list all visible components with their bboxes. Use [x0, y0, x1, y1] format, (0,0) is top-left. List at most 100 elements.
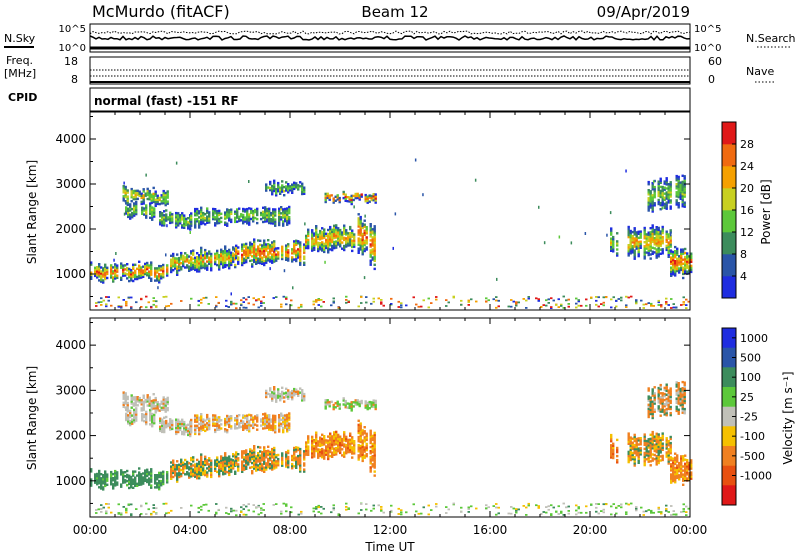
- power-cell: [645, 235, 648, 238]
- power-cell: [158, 281, 161, 284]
- power-cell: [98, 267, 101, 270]
- velocity-cell: [253, 467, 256, 470]
- velocity-cell: [271, 454, 274, 457]
- velocity-cell: [639, 451, 642, 454]
- velocity-cell: [657, 409, 660, 412]
- velocity-cell: [351, 442, 354, 445]
- velocity-cell: [686, 471, 689, 474]
- power-cell: [206, 268, 209, 271]
- power-cell: [240, 304, 243, 307]
- power-cell: [339, 230, 342, 234]
- power-cell: [235, 250, 238, 254]
- power-cell: [348, 198, 351, 201]
- power-cell: [248, 207, 251, 210]
- power-cell: [98, 273, 101, 276]
- power-cell: [331, 240, 334, 244]
- power-cell: [676, 269, 679, 273]
- beam-title: Beam 12: [361, 3, 428, 21]
- power-cell: [633, 243, 636, 246]
- power-cell: [190, 297, 193, 300]
- velocity-cell: [361, 441, 364, 444]
- power-cell: [683, 193, 686, 196]
- power-cell: [683, 177, 686, 180]
- velocity-cell: [683, 393, 686, 397]
- power-cell: [106, 268, 109, 272]
- velocity-cell: [180, 472, 183, 476]
- power-cell: [265, 183, 268, 186]
- power-cell: [394, 212, 397, 216]
- power-cell: [655, 226, 658, 229]
- velocity-cell: [361, 447, 364, 450]
- colorbar-swatch: [722, 254, 736, 277]
- velocity-cell: [158, 473, 161, 477]
- power-cell: [373, 231, 376, 234]
- velocity-cell: [281, 390, 284, 394]
- power-cell: [669, 205, 672, 208]
- velocity-cell: [275, 400, 278, 403]
- velocity-cell: [259, 446, 262, 449]
- power-cell: [315, 241, 318, 244]
- velocity-cell: [334, 406, 337, 409]
- power-cell: [247, 250, 250, 253]
- power-cell: [674, 274, 677, 277]
- power-cell: [255, 248, 258, 251]
- power-cell: [210, 252, 213, 256]
- power-cell: [361, 238, 364, 242]
- velocity-cell: [373, 454, 376, 457]
- velocity-cell: [226, 458, 229, 462]
- power-cell: [104, 263, 107, 266]
- power-cell: [365, 246, 368, 249]
- velocity-cell: [665, 397, 668, 401]
- power-cell: [629, 248, 632, 251]
- velocity-cell: [178, 469, 181, 473]
- velocity-cell: [196, 472, 199, 476]
- power-cell: [299, 245, 302, 248]
- power-cell: [299, 253, 302, 256]
- power-cell: [190, 266, 193, 269]
- power-cell: [200, 218, 203, 222]
- power-cell: [301, 186, 304, 190]
- power-cell: [610, 306, 613, 309]
- power-cell: [651, 194, 654, 197]
- velocity-cell: [674, 470, 677, 474]
- velocity-cell: [183, 420, 186, 424]
- velocity-cell: [220, 467, 223, 470]
- power-cell: [178, 269, 181, 272]
- power-cell: [164, 195, 167, 199]
- power-cell: [690, 266, 693, 270]
- power-cell: [125, 208, 128, 211]
- velocity-cell: [677, 382, 680, 385]
- velocity-cell: [132, 396, 135, 399]
- power-cell: [284, 219, 287, 223]
- power-cell: [130, 307, 133, 310]
- power-cell: [228, 260, 231, 264]
- velocity-cell: [373, 433, 376, 437]
- power-cell: [162, 200, 165, 203]
- power-cell: [267, 259, 270, 262]
- power-cell: [282, 224, 285, 227]
- power-cell: [120, 278, 123, 281]
- power-cell: [647, 183, 650, 186]
- power-cell: [655, 242, 658, 245]
- power-cell: [679, 189, 682, 192]
- velocity-cell: [315, 437, 318, 440]
- velocity-cell: [678, 476, 681, 479]
- power-cell: [293, 246, 296, 249]
- power-cell: [657, 202, 660, 206]
- velocity-cell: [134, 478, 137, 481]
- velocity-cell: [206, 428, 209, 431]
- velocity-cell: [667, 397, 670, 400]
- velocity-cell: [326, 403, 329, 406]
- power-cell: [651, 236, 654, 239]
- velocity-cell: [202, 428, 205, 431]
- power-cell: [678, 259, 681, 262]
- velocity-cell: [324, 407, 327, 410]
- velocity-cell: [337, 435, 340, 439]
- velocity-cell: [681, 395, 684, 398]
- velocity-cell: [647, 456, 650, 459]
- power-cell: [331, 248, 334, 252]
- power-cell: [336, 194, 339, 197]
- velocity-cell: [224, 456, 227, 459]
- power-cell: [651, 228, 654, 231]
- power-cell: [319, 238, 322, 241]
